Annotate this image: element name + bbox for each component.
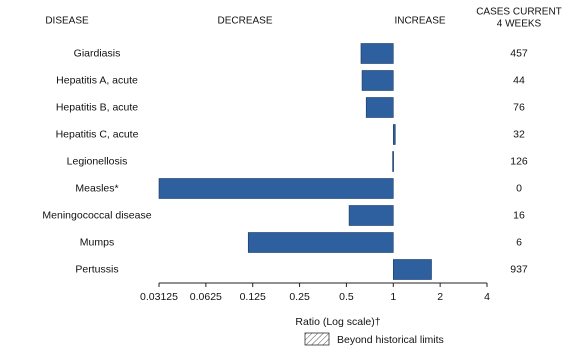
bar	[392, 124, 396, 145]
x-tick-label: 0.5	[339, 291, 354, 303]
cases-value: 32	[513, 128, 525, 140]
bar	[247, 232, 394, 253]
bar	[360, 43, 394, 64]
legend-label: Beyond historical limits	[337, 334, 444, 346]
bar	[361, 70, 394, 91]
category-label: Legionellosis	[67, 155, 128, 167]
category-label: Hepatitis A, acute	[56, 74, 138, 86]
x-tick-label: 0.03125	[140, 291, 178, 303]
cases-value: 6	[516, 236, 522, 248]
cases-value: 16	[513, 209, 525, 221]
category-label: Pertussis	[75, 263, 118, 275]
cases-header: CASES CURRENT	[476, 7, 562, 18]
cases-value: 457	[510, 47, 528, 59]
cases-header: 4 WEEKS	[497, 19, 542, 30]
category-label: Measles*	[75, 182, 118, 194]
x-tick-label: 2	[437, 291, 443, 303]
x-tick-label: 0.0625	[190, 291, 222, 303]
disease-header: DISEASE	[45, 16, 89, 27]
x-axis-label: Ratio (Log scale)†	[295, 316, 380, 328]
category-label: Meningococcal disease	[42, 209, 151, 221]
decrease-label: DECREASE	[217, 16, 272, 27]
category-label: Giardiasis	[74, 47, 121, 59]
bar	[392, 259, 432, 280]
cases-value: 0	[516, 182, 522, 194]
category-label: Mumps	[80, 236, 114, 248]
x-tick-label: 4	[484, 291, 490, 303]
cases-value: 937	[510, 263, 528, 275]
cases-value: 76	[513, 101, 525, 113]
x-tick-label: 0.25	[289, 291, 310, 303]
bar	[348, 205, 394, 226]
legend-swatch	[304, 332, 330, 346]
x-tick-label: 0.125	[240, 291, 266, 303]
x-tick-label: 1	[390, 291, 396, 303]
bar	[365, 97, 394, 118]
increase-label: INCREASE	[394, 16, 445, 27]
bar	[392, 151, 394, 172]
category-label: Hepatitis B, acute	[56, 101, 138, 113]
category-label: Hepatitis C, acute	[56, 128, 139, 140]
cases-value: 126	[510, 155, 528, 167]
bar	[158, 178, 394, 199]
cases-value: 44	[513, 74, 525, 86]
